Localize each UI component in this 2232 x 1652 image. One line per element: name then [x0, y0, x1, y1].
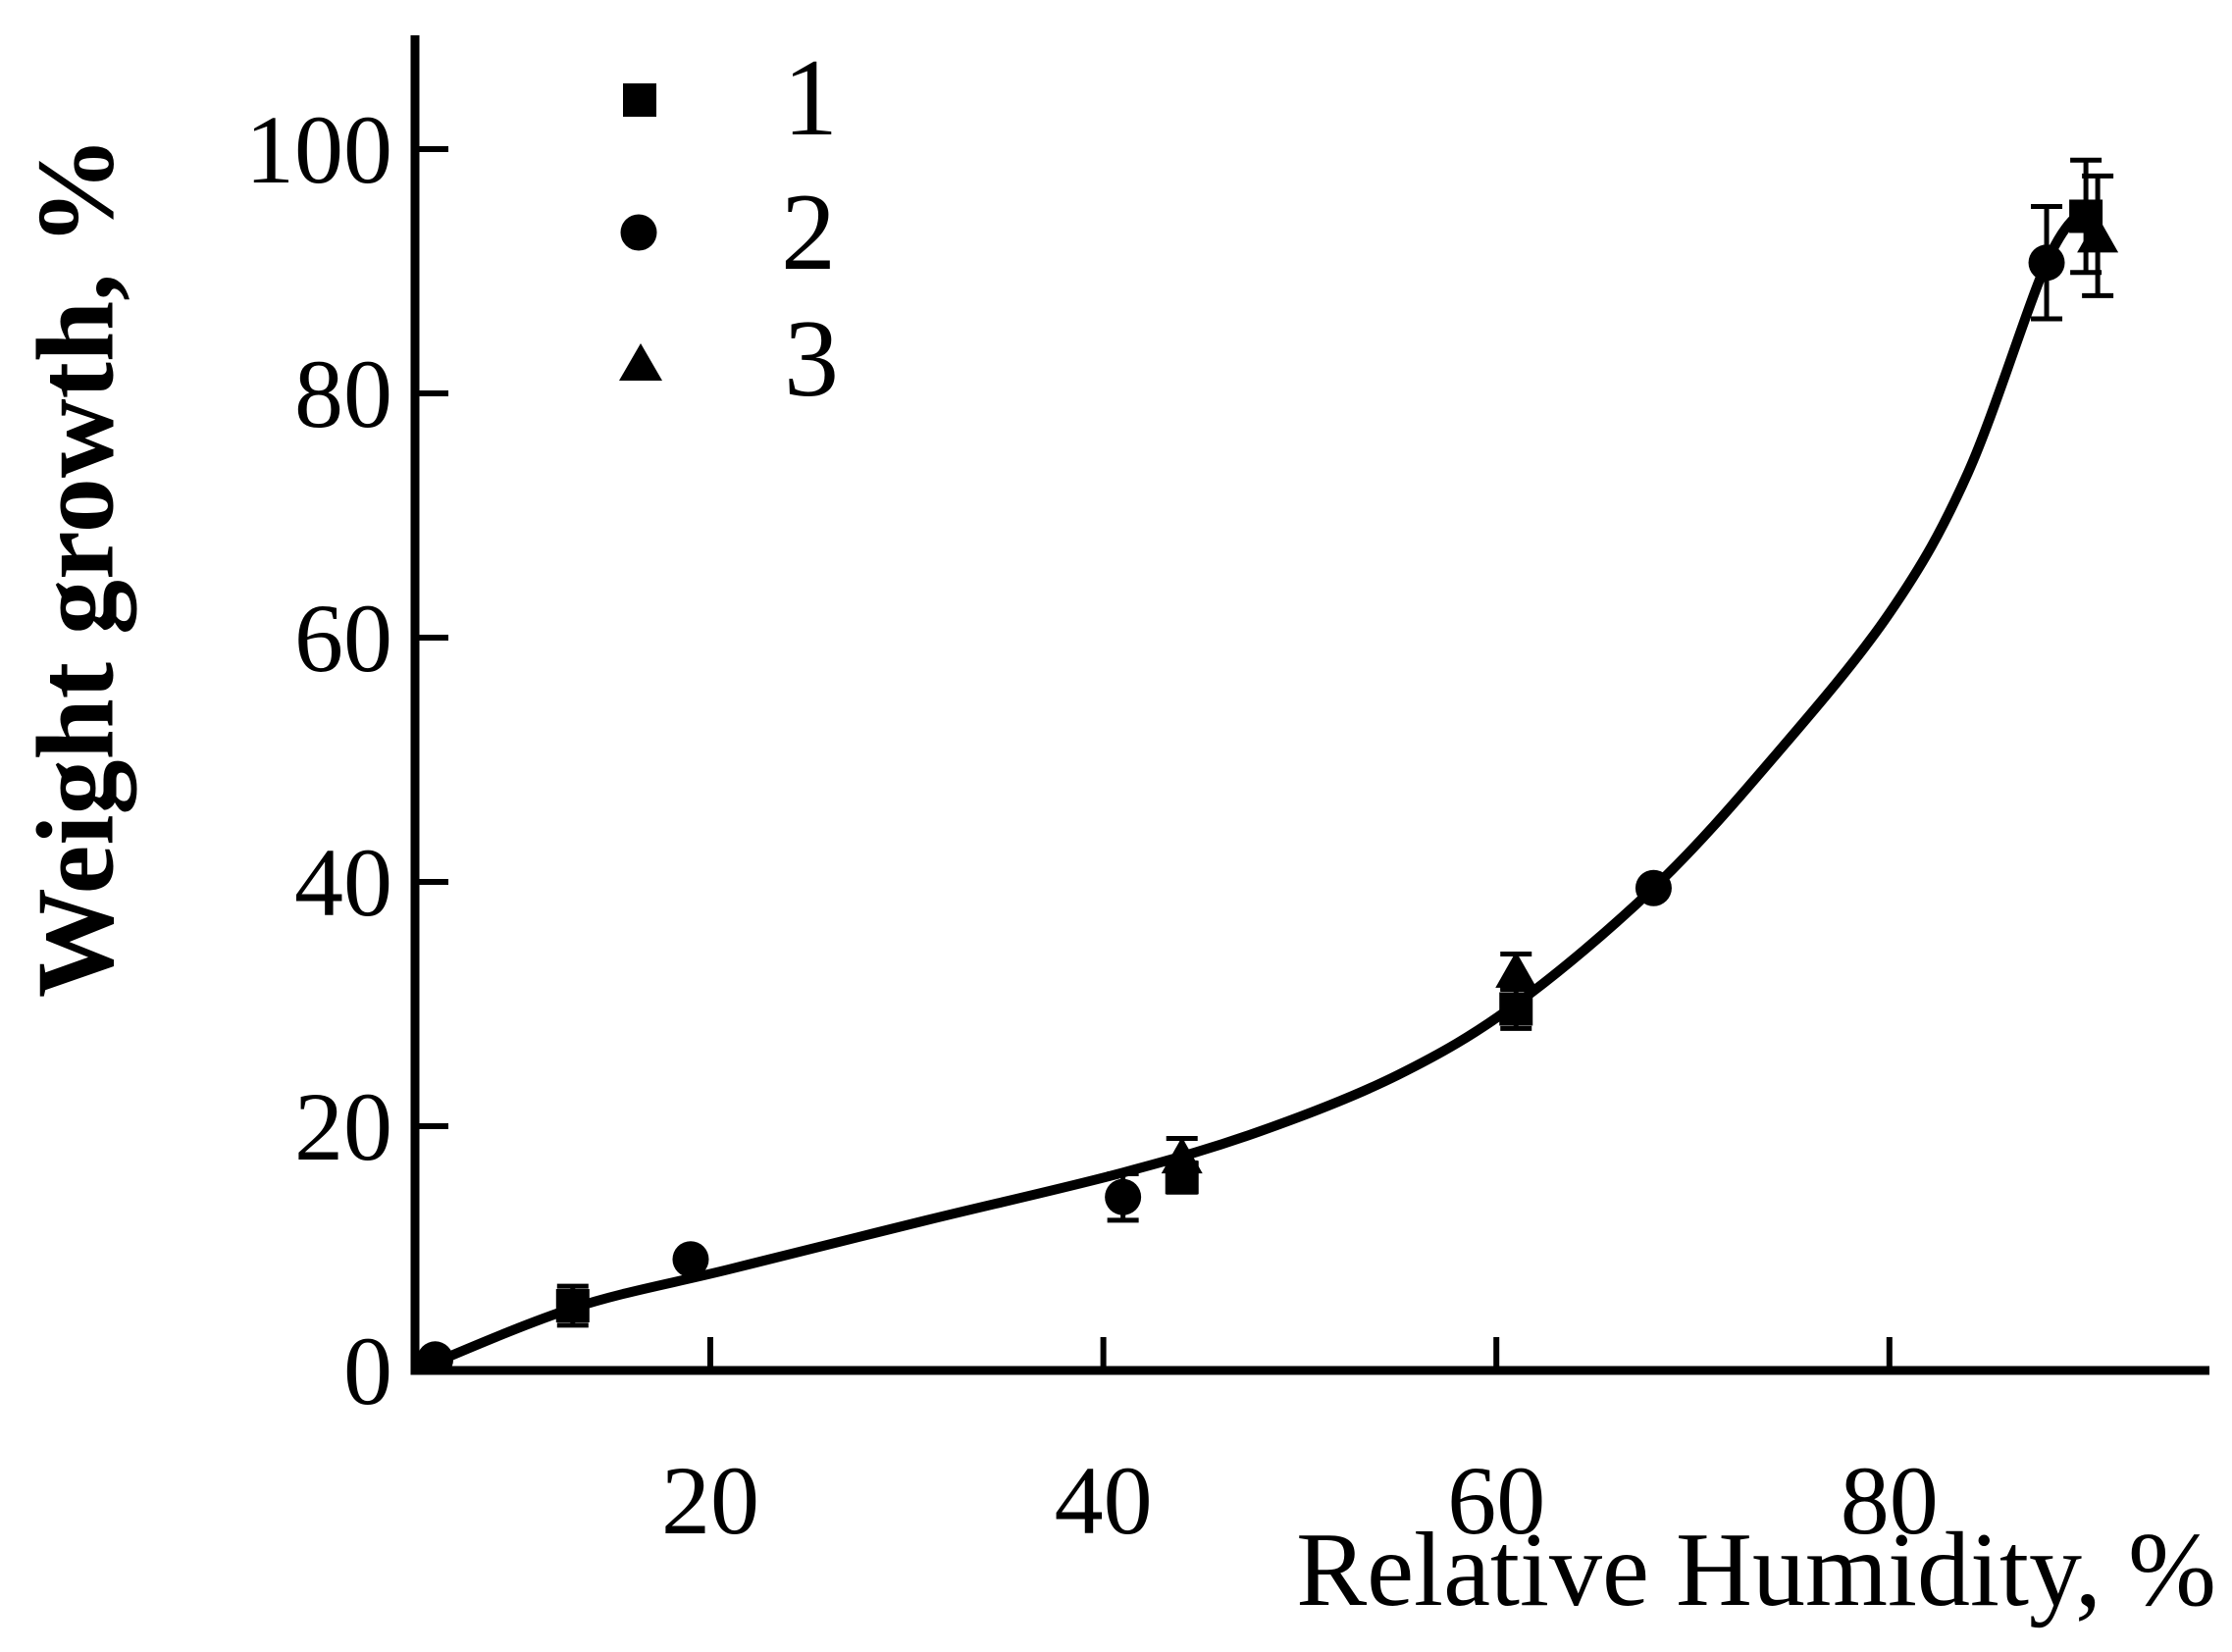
x-tick-label: 80 [1841, 1446, 1939, 1555]
series-2-circle-marker [1635, 869, 1672, 906]
y-tick-label: 40 [294, 828, 392, 937]
legend-label-series-3: 3 [784, 298, 839, 420]
x-tick-label: 40 [1055, 1446, 1153, 1555]
fit-curve [410, 201, 2092, 1374]
series-2-circle-marker [1105, 1178, 1142, 1215]
y-tick-label: 20 [294, 1072, 392, 1181]
series-2-circle-marker [2028, 244, 2065, 282]
legend-triangle-marker-icon [619, 343, 662, 381]
x-axis-title: Relative Humidity, % [1296, 1512, 2216, 1628]
y-axis-title: Weight growth, % [15, 135, 137, 999]
series-1-square-marker [555, 1289, 590, 1323]
y-tick-label: 100 [245, 95, 392, 204]
y-tick-label: 80 [294, 339, 392, 448]
legend-circle-marker-icon [620, 214, 657, 251]
x-tick-label: 60 [1447, 1446, 1545, 1555]
series-3-triangle-marker [1161, 1137, 1203, 1174]
series-3-triangle-marker [1495, 951, 1537, 988]
series-3-triangle-marker [2077, 216, 2119, 253]
series-1-square-marker [1499, 992, 1533, 1026]
legend-label-series-1: 1 [783, 37, 838, 159]
y-tick-label: 0 [343, 1316, 392, 1425]
x-tick-label: 20 [661, 1446, 759, 1555]
series-2-circle-marker [672, 1241, 709, 1278]
legend-label-series-2: 2 [781, 172, 836, 293]
y-tick-label: 60 [294, 584, 392, 693]
legend-square-marker-icon [623, 83, 656, 117]
